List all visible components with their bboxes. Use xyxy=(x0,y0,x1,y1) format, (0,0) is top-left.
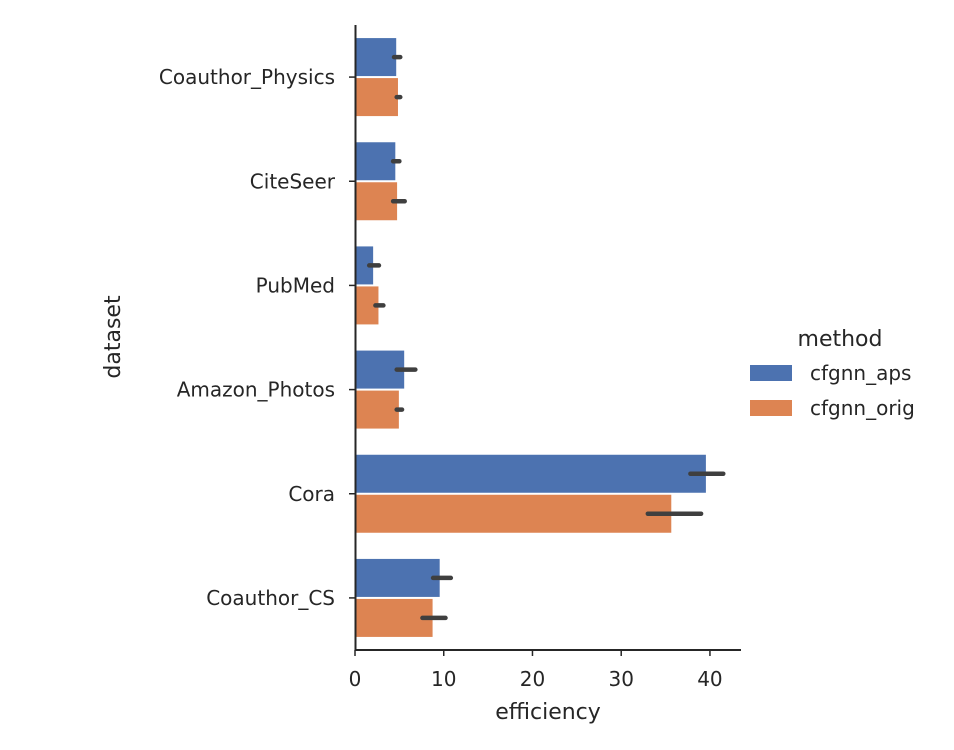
bar-cfgnn_aps-CiteSeer xyxy=(354,141,397,182)
bar-cfgnn_aps-Coauthor_Physics xyxy=(354,37,398,78)
axes-layer xyxy=(354,25,741,651)
bar-cfgnn_aps-Cora xyxy=(354,453,707,494)
x-tick-label: 10 xyxy=(431,667,456,691)
y-tick-label: Coauthor_CS xyxy=(206,586,335,610)
y-tick-label: Amazon_Photos xyxy=(177,378,335,402)
bar-cfgnn_orig-Cora xyxy=(354,493,673,534)
x-tick-label: 40 xyxy=(697,667,722,691)
legend-swatch-cfgnn_orig xyxy=(750,400,792,416)
x-axis-label: efficiency xyxy=(495,700,601,725)
error-bars-layer xyxy=(366,54,726,621)
bar-cfgnn_orig-Amazon_Photos xyxy=(354,389,400,430)
legend-title: method xyxy=(798,327,883,352)
x-tick-label: 20 xyxy=(520,667,545,691)
legend-label-cfgnn_orig: cfgnn_orig xyxy=(810,396,915,420)
y-axis-label: dataset xyxy=(101,295,126,379)
legend-swatch-cfgnn_aps xyxy=(750,365,792,381)
bar-cfgnn_orig-Coauthor_Physics xyxy=(354,77,399,118)
legend: method cfgnn_aps cfgnn_orig xyxy=(750,327,915,420)
bars-layer xyxy=(354,37,707,638)
y-tick-label: CiteSeer xyxy=(250,169,336,193)
y-tick-label: PubMed xyxy=(256,273,335,297)
bar-cfgnn_aps-Coauthor_CS xyxy=(354,557,441,598)
y-tick-label: Cora xyxy=(288,482,335,506)
x-ticks: 0 10 20 30 40 xyxy=(349,650,723,691)
y-tick-label: Coauthor_Physics xyxy=(159,65,335,89)
x-tick-label: 0 xyxy=(349,667,362,691)
legend-label-cfgnn_aps: cfgnn_aps xyxy=(810,361,911,385)
x-tick-label: 30 xyxy=(608,667,633,691)
y-ticks: Coauthor_Physics CiteSeer PubMed Amazon_Pho… xyxy=(159,65,355,610)
